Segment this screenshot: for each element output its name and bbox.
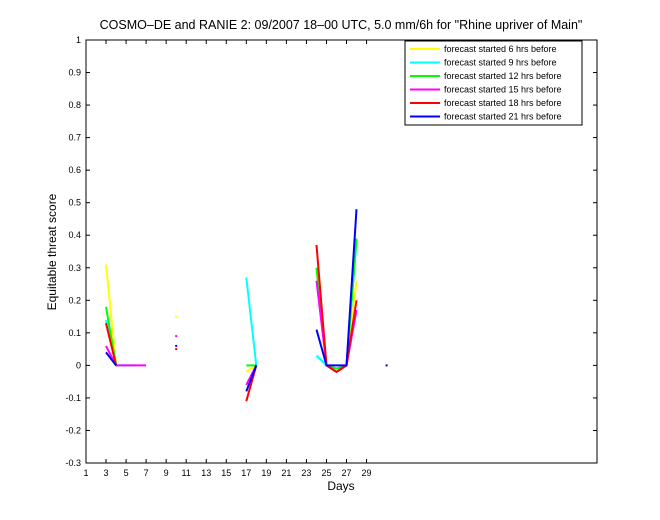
series-segment	[105, 264, 118, 366]
x-tick-label: 13	[201, 468, 211, 478]
series-segment	[315, 209, 358, 367]
legend-entry: forecast started 18 hrs before	[444, 98, 562, 108]
x-tick-label: 17	[241, 468, 251, 478]
series-segment	[105, 322, 118, 366]
x-tick-label: 1	[83, 468, 88, 478]
y-tick-label: 0.1	[68, 328, 81, 338]
series-point	[175, 344, 178, 347]
legend-entry: forecast started 12 hrs before	[444, 71, 562, 81]
legend-entry: forecast started 21 hrs before	[444, 112, 562, 122]
y-tick-label: 0.7	[68, 133, 81, 143]
x-tick-label: 9	[164, 468, 169, 478]
series-segment	[105, 345, 147, 367]
x-axis-label: Days	[327, 479, 354, 493]
y-tick-label: 0.8	[68, 100, 81, 110]
x-tick-label: 11	[182, 468, 191, 478]
series-point	[175, 315, 178, 318]
series-line	[105, 209, 388, 392]
y-axis-label: Equitable threat score	[45, 193, 59, 310]
legend: forecast started 6 hrs before forecast st…	[404, 40, 583, 126]
legend-entry: forecast started 9 hrs before	[444, 58, 557, 68]
series-layer	[105, 209, 388, 402]
y-tick-label: 1	[76, 35, 81, 45]
x-tick-label: 25	[321, 468, 331, 478]
y-tick-label: 0.4	[68, 230, 81, 240]
x-tick-label: 5	[124, 468, 129, 478]
x-tick-label: 15	[221, 468, 231, 478]
series-point	[175, 348, 178, 351]
chart-title: COSMO–DE and RANIE 2: 09/2007 18–00 UTC,…	[100, 18, 583, 32]
x-tick-label: 7	[144, 468, 149, 478]
series-point	[385, 364, 388, 367]
y-tick-label: 0.3	[68, 263, 81, 273]
y-tick-label: -0.2	[65, 425, 81, 435]
series-segment	[245, 365, 258, 392]
x-tick-label: 19	[261, 468, 271, 478]
y-tick-label: 0	[76, 360, 81, 370]
axis-ticks: 1 3 5 7 9 11 13 15 17 19 21 23 25 27 29-0.3-0.2-0.100.…	[65, 35, 597, 478]
legend-entry: forecast started 6 hrs before	[444, 44, 557, 54]
y-tick-label: -0.3	[65, 458, 81, 468]
series-segment	[315, 244, 358, 373]
y-tick-label: 0.6	[68, 165, 81, 175]
x-tick-label: 23	[301, 468, 311, 478]
x-tick-label: 29	[362, 468, 372, 478]
series-segment	[105, 351, 117, 367]
y-tick-label: 0.2	[68, 295, 81, 305]
y-tick-label: -0.1	[65, 393, 81, 403]
legend-box	[404, 40, 583, 126]
series-point	[175, 335, 178, 338]
series-segment	[245, 277, 258, 366]
x-tick-label: 27	[342, 468, 352, 478]
x-tick-label: 3	[104, 468, 109, 478]
x-tick-label: 21	[281, 468, 291, 478]
y-tick-label: 0.9	[68, 68, 81, 78]
y-tick-label: 0.5	[68, 198, 81, 208]
legend-entry: forecast started 15 hrs before	[444, 85, 562, 95]
